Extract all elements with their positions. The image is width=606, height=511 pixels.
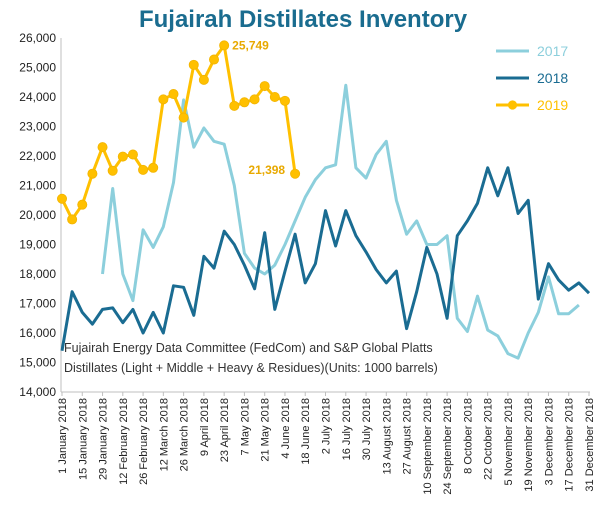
series-point-2019 <box>219 40 230 51</box>
series-point-2019 <box>97 142 108 153</box>
x-tick-label: 31 December 2018 <box>584 398 596 492</box>
y-tick-label: 18,000 <box>19 267 56 281</box>
x-tick-label: 8 October 2018 <box>462 398 474 474</box>
y-tick-label: 24,000 <box>19 90 56 104</box>
source-note-line2: Distillates (Light + Middle + Heavy & Re… <box>64 361 438 375</box>
x-tick-label: 23 April 2018 <box>219 398 231 462</box>
x-tick-label: 3 December 2018 <box>543 398 555 485</box>
series-line-2017 <box>101 83 580 360</box>
y-tick-label: 16,000 <box>19 326 56 340</box>
series-point-2019 <box>87 168 98 179</box>
x-tick-label: 15 January 2018 <box>77 398 89 480</box>
series-point-2019 <box>117 151 128 162</box>
x-tick-label: 12 February 2018 <box>118 398 130 485</box>
legend-label-2019: 2019 <box>537 97 568 113</box>
y-tick-label: 22,000 <box>19 149 56 163</box>
y-tick-label: 15,000 <box>19 356 56 370</box>
series-point-2019 <box>77 199 88 210</box>
series-point-2019 <box>198 74 209 85</box>
x-tick-label: 17 December 2018 <box>564 398 576 492</box>
x-tick-label: 21 May 2018 <box>260 398 272 462</box>
x-tick-label: 5 November 2018 <box>503 398 515 485</box>
x-tick-label: 29 January 2018 <box>98 398 110 480</box>
legend-marker-2019 <box>507 100 518 110</box>
legend-label-2017: 2017 <box>537 43 568 59</box>
legend-label-2018: 2018 <box>537 70 568 86</box>
source-note-line1: Fujairah Energy Data Committee (FedCom) … <box>64 341 433 355</box>
data-label: 25,749 <box>232 38 269 52</box>
series-point-2019 <box>239 97 250 108</box>
x-tick-label: 26 February 2018 <box>138 398 150 485</box>
series-point-2019 <box>188 59 199 70</box>
y-tick-label: 19,000 <box>19 238 56 252</box>
series-point-2019 <box>107 165 118 176</box>
y-tick-label: 14,000 <box>19 385 56 399</box>
data-label: 21,398 <box>248 163 285 177</box>
series-point-2019 <box>209 54 220 65</box>
series-point-2019 <box>229 100 240 111</box>
series-point-2019 <box>259 81 270 92</box>
series-point-2019 <box>148 162 159 173</box>
x-tick-label: 30 July 2018 <box>361 398 373 460</box>
x-tick-label: 22 October 2018 <box>483 398 495 480</box>
chart-title: Fujairah Distillates Inventory <box>139 6 468 33</box>
x-tick-label: 7 May 2018 <box>239 398 251 455</box>
y-tick-label: 21,000 <box>19 179 56 193</box>
x-tick-label: 27 August 2018 <box>402 398 414 474</box>
series-layer <box>57 40 591 360</box>
series-line-2018 <box>60 166 591 351</box>
x-tick-label: 24 September 2018 <box>442 398 454 495</box>
x-tick-label: 12 March 2018 <box>158 398 170 471</box>
series-point-2019 <box>127 149 138 160</box>
x-tick-label: 26 March 2018 <box>179 398 191 471</box>
x-tick-label: 16 July 2018 <box>341 398 353 460</box>
x-tick-label: 10 September 2018 <box>422 398 434 495</box>
x-tick-label: 19 November 2018 <box>523 398 535 492</box>
legend: 2017 2018 2019 <box>496 43 568 113</box>
x-tick-label: 13 August 2018 <box>381 398 393 474</box>
y-axis: 14,000 15,000 16,000 17,000 18,000 19,000 20,0… <box>19 31 62 399</box>
annotation-layer: 25,749 21,398 <box>232 38 285 176</box>
series-point-2019 <box>168 89 179 100</box>
x-tick-label: 18 June 2018 <box>300 398 312 465</box>
x-tick-label: 2 July 2018 <box>321 398 333 454</box>
x-tick-label: 1 January 2018 <box>57 398 69 474</box>
series-point-2019 <box>279 95 290 106</box>
y-tick-label: 23,000 <box>19 120 56 134</box>
series-point-2019 <box>178 112 189 123</box>
x-tick-label: 9 April 2018 <box>199 398 211 456</box>
x-tick-label: 4 June 2018 <box>280 398 292 459</box>
series-point-2019 <box>57 193 68 204</box>
series-point-2019 <box>269 92 280 103</box>
series-point-2019 <box>158 94 169 105</box>
y-tick-label: 17,000 <box>19 297 56 311</box>
x-axis: 1 January 2018 15 January 2018 29 January … <box>57 391 596 495</box>
y-tick-label: 20,000 <box>19 208 56 222</box>
y-tick-label: 25,000 <box>19 61 56 75</box>
series-point-2019 <box>249 94 260 105</box>
series-point-2019 <box>138 164 149 175</box>
series-point-2019 <box>290 168 301 179</box>
series-point-2019 <box>67 214 78 225</box>
y-tick-label: 26,000 <box>19 31 56 45</box>
